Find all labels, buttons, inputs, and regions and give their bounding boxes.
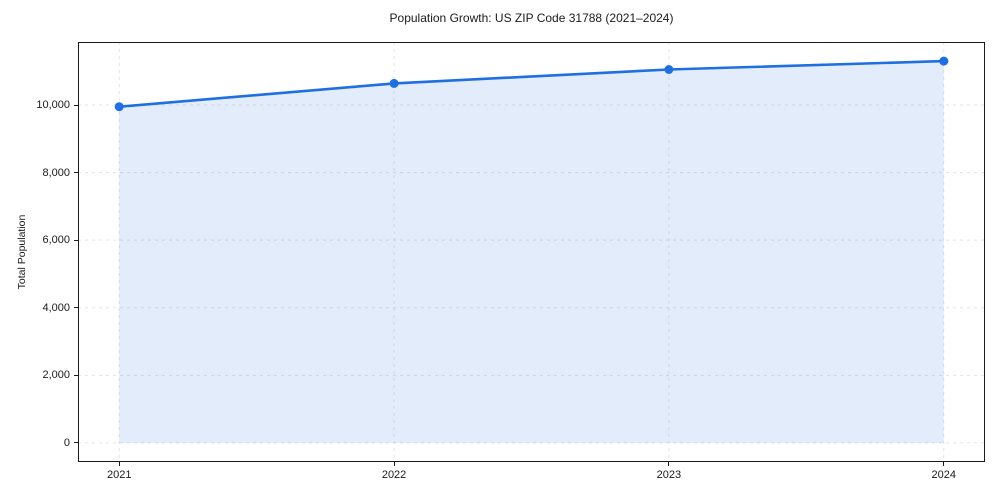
y-tick-mark — [74, 307, 78, 309]
data-point-marker — [939, 56, 949, 66]
y-tick-label: 2,000 — [42, 369, 70, 382]
y-tick-mark — [74, 172, 78, 174]
y-tick-label: 4,000 — [42, 301, 70, 314]
x-tick-label: 2023 — [656, 469, 682, 481]
y-axis-title: Total Population — [16, 214, 28, 290]
plot-area — [78, 42, 985, 462]
y-tick-label: 0 — [63, 436, 70, 449]
x-tick-label: 2022 — [381, 469, 407, 481]
axes-frame — [78, 42, 985, 462]
population-line — [117, 59, 946, 108]
x-tick-mark — [118, 462, 120, 466]
y-tick-label: 10,000 — [36, 99, 70, 112]
data-point-marker — [389, 78, 399, 88]
y-tick-label: 6,000 — [42, 234, 70, 247]
y-tick-mark — [74, 104, 78, 106]
x-tick-label: 2024 — [931, 469, 957, 481]
x-tick-mark — [668, 462, 670, 466]
x-tick-mark — [943, 462, 945, 466]
chart-title: Population Growth: US ZIP Code 31788 (20… — [389, 11, 674, 25]
line-chart-canvas — [78, 42, 985, 462]
y-tick-mark — [74, 374, 78, 376]
area-fill — [119, 61, 944, 443]
x-tick-label: 2021 — [106, 469, 132, 481]
y-tick-mark — [74, 442, 78, 444]
data-point-marker — [664, 65, 674, 74]
x-tick-mark — [393, 462, 395, 466]
y-tick-label: 8,000 — [42, 166, 70, 179]
data-point-marker — [114, 102, 124, 112]
y-tick-mark — [74, 239, 78, 241]
